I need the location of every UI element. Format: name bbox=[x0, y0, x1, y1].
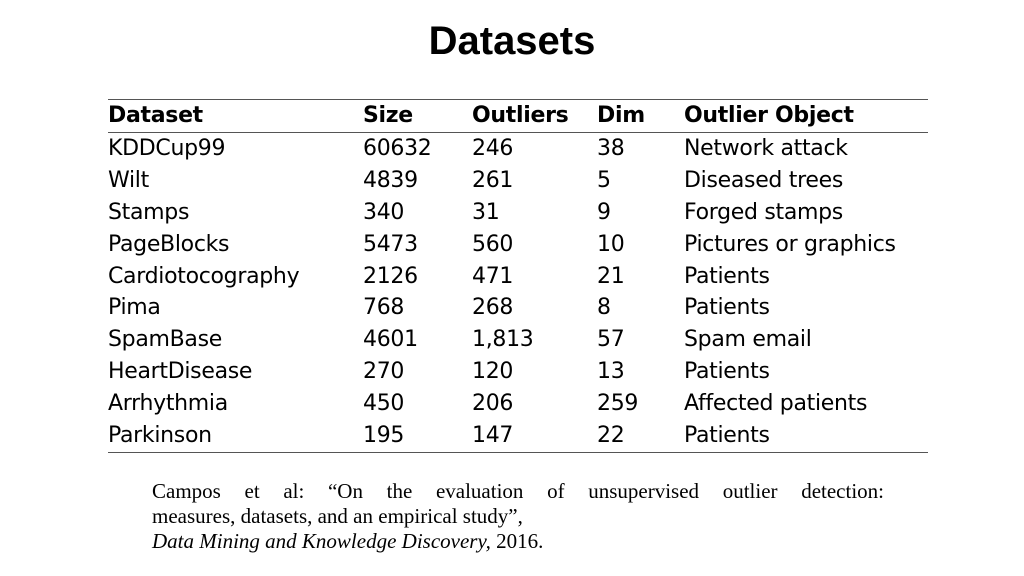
cell-size: 195 bbox=[363, 423, 405, 449]
cell-size: 450 bbox=[363, 391, 405, 417]
cell-outliers: 246 bbox=[472, 135, 514, 161]
citation: Campos et al: “On the evaluation of unsu… bbox=[152, 479, 884, 554]
cell-dataset: Parkinson bbox=[108, 423, 212, 449]
table-row: Pima 768 268 8 Patients bbox=[108, 292, 928, 324]
table-row: Arrhythmia 450 206 259 Affected patients bbox=[108, 388, 928, 420]
cell-dim: 259 bbox=[597, 391, 639, 417]
cell-outlier-object: Diseased trees bbox=[684, 167, 844, 193]
cell-outlier-object: Patients bbox=[684, 295, 770, 321]
cell-size: 4601 bbox=[363, 327, 418, 353]
cell-outliers: 147 bbox=[472, 423, 514, 449]
cell-size: 270 bbox=[363, 359, 405, 385]
header-dataset: Dataset bbox=[108, 103, 203, 128]
citation-line-3: Data Mining and Knowledge Discovery, 201… bbox=[152, 529, 884, 554]
cell-outliers: 471 bbox=[472, 263, 514, 289]
cell-size: 5473 bbox=[363, 231, 418, 257]
cell-dataset: Arrhythmia bbox=[108, 391, 228, 417]
cell-size: 340 bbox=[363, 199, 405, 225]
cell-dataset: KDDCup99 bbox=[108, 135, 226, 161]
cell-dim: 38 bbox=[597, 135, 625, 161]
cell-dim: 57 bbox=[597, 327, 625, 353]
cell-dataset: PageBlocks bbox=[108, 231, 230, 257]
table-row: Wilt 4839 261 5 Diseased trees bbox=[108, 165, 928, 197]
table-row: PageBlocks 5473 560 10 Pictures or graphics bbox=[108, 229, 928, 261]
cell-outlier-object: Affected patients bbox=[684, 391, 868, 417]
header-outlier-object: Outlier Object bbox=[684, 103, 854, 128]
table-body: KDDCup99 60632 246 38 Network attack Wilt 4839… bbox=[108, 132, 928, 453]
cell-size: 768 bbox=[363, 295, 405, 321]
cell-dataset: HeartDisease bbox=[108, 359, 253, 385]
cell-outlier-object: Pictures or graphics bbox=[684, 231, 896, 257]
cell-outliers: 206 bbox=[472, 391, 514, 417]
citation-journal: Data Mining and Knowledge Discovery, bbox=[152, 529, 491, 553]
cell-size: 60632 bbox=[363, 135, 432, 161]
citation-line-2: measures, datasets, and an empirical stu… bbox=[152, 504, 523, 528]
cell-outliers: 268 bbox=[472, 295, 514, 321]
header-size: Size bbox=[363, 103, 413, 128]
header-dim: Dim bbox=[597, 103, 645, 128]
cell-outlier-object: Patients bbox=[684, 263, 770, 289]
cell-dim: 10 bbox=[597, 231, 625, 257]
cell-outliers: 120 bbox=[472, 359, 514, 385]
cell-outliers: 1,813 bbox=[472, 327, 534, 353]
table-row: HeartDisease 270 120 13 Patients bbox=[108, 356, 928, 388]
table-row: Stamps 340 31 9 Forged stamps bbox=[108, 197, 928, 229]
table-row: Parkinson 195 147 22 Patients bbox=[108, 420, 928, 453]
cell-size: 2126 bbox=[363, 263, 418, 289]
table-header-row: Dataset Size Outliers Dim Outlier Object bbox=[108, 99, 928, 133]
cell-outliers: 31 bbox=[472, 199, 500, 225]
table-row: KDDCup99 60632 246 38 Network attack bbox=[108, 132, 928, 164]
cell-outlier-object: Network attack bbox=[684, 135, 848, 161]
datasets-table: Dataset Size Outliers Dim Outlier Object… bbox=[108, 99, 928, 453]
cell-dataset: Pima bbox=[108, 295, 161, 321]
citation-year: 2016. bbox=[490, 529, 544, 553]
cell-dataset: SpamBase bbox=[108, 327, 223, 353]
cell-dim: 22 bbox=[597, 423, 625, 449]
cell-outlier-object: Spam email bbox=[684, 327, 812, 353]
cell-outlier-object: Forged stamps bbox=[684, 199, 843, 225]
cell-dataset: Stamps bbox=[108, 199, 190, 225]
cell-size: 4839 bbox=[363, 167, 418, 193]
citation-line-1: Campos et al: “On the evaluation of unsu… bbox=[152, 479, 884, 503]
cell-dim: 9 bbox=[597, 199, 611, 225]
table-row: Cardiotocography 2126 471 21 Patients bbox=[108, 261, 928, 293]
cell-dim: 21 bbox=[597, 263, 625, 289]
table-row: SpamBase 4601 1,813 57 Spam email bbox=[108, 324, 928, 356]
cell-outliers: 261 bbox=[472, 167, 514, 193]
cell-dataset: Wilt bbox=[108, 167, 149, 193]
cell-outliers: 560 bbox=[472, 231, 514, 257]
cell-dim: 8 bbox=[597, 295, 611, 321]
cell-dim: 5 bbox=[597, 167, 611, 193]
cell-dataset: Cardiotocography bbox=[108, 263, 300, 289]
cell-dim: 13 bbox=[597, 359, 625, 385]
cell-outlier-object: Patients bbox=[684, 423, 770, 449]
page-title: Datasets bbox=[428, 19, 596, 63]
header-outliers: Outliers bbox=[472, 103, 569, 128]
cell-outlier-object: Patients bbox=[684, 359, 770, 385]
